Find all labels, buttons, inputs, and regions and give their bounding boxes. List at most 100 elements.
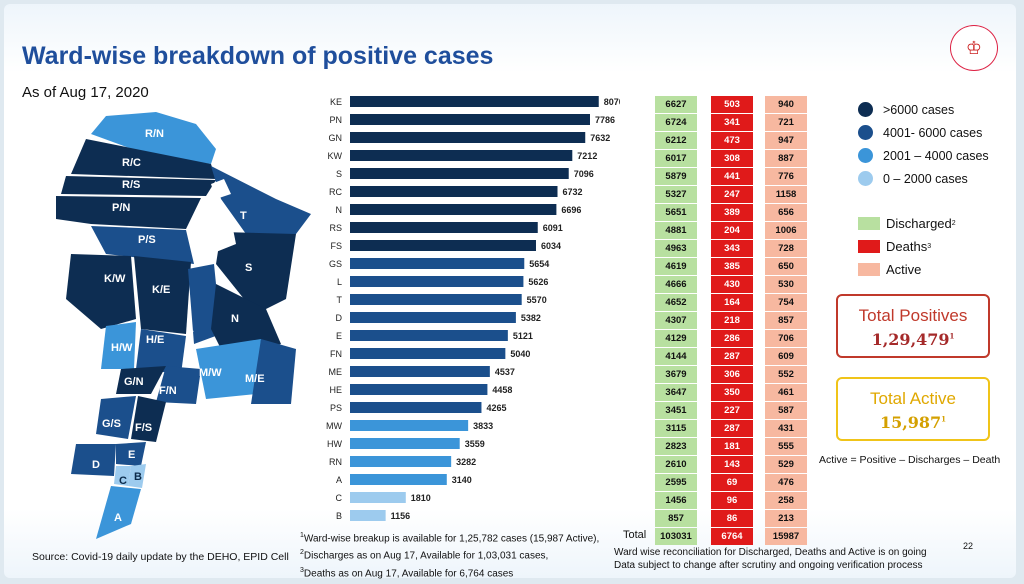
map-label-n: N: [231, 313, 239, 325]
discharged-cell: 1456: [655, 492, 697, 509]
bar-b: [350, 510, 386, 521]
bar-category-label: RC: [329, 187, 342, 197]
ward-hw: [101, 322, 136, 369]
active-cell: 461: [765, 384, 807, 401]
bar-category-label: KW: [328, 151, 343, 161]
bar-category-label: HE: [329, 385, 342, 395]
bar-value-label: 1156: [391, 511, 411, 521]
bar-gs: [350, 258, 525, 269]
deaths-cell: 287: [711, 348, 753, 365]
active-cell: 431: [765, 420, 807, 437]
map-label-t: T: [240, 210, 247, 222]
discharged-cell: 5879: [655, 168, 697, 185]
map-label-a: A: [114, 512, 122, 524]
active-cell: 650: [765, 258, 807, 275]
ward-ps: [91, 226, 194, 264]
discharged-cell: 3451: [655, 402, 697, 419]
active-cell: 754: [765, 294, 807, 311]
bar-category-label: FN: [330, 349, 342, 359]
bar-value-label: 1810: [411, 493, 431, 503]
ward-gs: [96, 396, 136, 439]
bar-category-label: RN: [329, 457, 342, 467]
ward-map: [56, 112, 311, 539]
reconciliation-note: Ward wise reconciliation for Discharged,…: [614, 547, 927, 571]
bar-value-label: 3833: [473, 421, 493, 431]
bar-value-label: 6696: [561, 205, 581, 215]
map-label-kw: K/W: [104, 273, 126, 285]
active-total: 15987: [765, 528, 807, 545]
active-cell: 656: [765, 204, 807, 221]
deaths-cell: 306: [711, 366, 753, 383]
bar-value-label: 5040: [510, 349, 530, 359]
bar-s: [350, 168, 569, 179]
discharged-cell: 4144: [655, 348, 697, 365]
ward-ke: [134, 256, 191, 334]
deaths-cell: 503: [711, 96, 753, 113]
discharged-cell: 6724: [655, 114, 697, 131]
bar-value-label: 5382: [521, 313, 541, 323]
ward-fs: [131, 396, 166, 442]
deaths-cell: 287: [711, 420, 753, 437]
ward-kw: [66, 254, 136, 329]
deaths-cell: 69: [711, 474, 753, 491]
case-legend: >6000 cases 4001- 6000 cases 2001 – 4000…: [858, 98, 989, 190]
bar-value-label: 6091: [543, 223, 563, 233]
active-cell: 1158: [765, 186, 807, 203]
deaths-cell: 343: [711, 240, 753, 257]
legend-item: 4001- 6000 cases: [858, 121, 989, 144]
active-cell: 721: [765, 114, 807, 131]
deaths-cell: 227: [711, 402, 753, 419]
deaths-column: 503 341 473 308 441 247 389 204 343 385 430 164 218 2…: [711, 96, 753, 546]
discharged-cell: 2823: [655, 438, 697, 455]
map-label-c: C: [119, 475, 127, 487]
discharged-cell: 3647: [655, 384, 697, 401]
map-label-he: H/E: [146, 334, 165, 346]
legend-item: 2001 – 4000 cases: [858, 144, 989, 167]
bar-category-label: GN: [329, 133, 343, 143]
deaths-cell: 181: [711, 438, 753, 455]
bar-value-label: 7632: [590, 133, 610, 143]
bar-category-label: S: [336, 169, 342, 179]
map-label-mw: M/W: [199, 367, 222, 379]
ward-rn: [91, 112, 216, 164]
ward-me: [251, 339, 296, 404]
total-positives-label: Total Positives: [858, 306, 968, 325]
active-formula: Active = Positive – Discharges – Death: [819, 454, 1001, 466]
bar-a: [350, 474, 447, 485]
bar-value-label: 6732: [563, 187, 583, 197]
bar-mw: [350, 420, 469, 431]
map-label-gs: G/S: [102, 418, 121, 430]
bar-he: [350, 384, 488, 395]
discharged-cell: 4129: [655, 330, 697, 347]
footnotes: 1Ward-wise breakup is available for 1,25…: [300, 529, 599, 581]
bar-category-label: ME: [329, 367, 343, 377]
bar-category-label: C: [336, 493, 343, 503]
bar-ps: [350, 402, 482, 413]
map-label-d: D: [92, 459, 100, 471]
active-column: 940 721 947 887 776 1158 656 1006 728 650 530 754 85…: [765, 96, 807, 546]
bar-value-label: 7212: [577, 151, 597, 161]
bar-hw: [350, 438, 460, 449]
map-label-b: B: [134, 471, 142, 483]
deaths-total: 6764: [711, 528, 753, 545]
bar-value-label: 3559: [465, 439, 485, 449]
total-active-value: 15,9871: [879, 413, 947, 432]
active-cell: 476: [765, 474, 807, 491]
discharged-cell: 2595: [655, 474, 697, 491]
ward-d: [71, 444, 116, 476]
total-active-box: Total Active 15,9871: [836, 377, 990, 441]
active-cell: 258: [765, 492, 807, 509]
active-cell: 213: [765, 510, 807, 527]
active-cell: 587: [765, 402, 807, 419]
bar-me: [350, 366, 490, 377]
discharged-swatch-icon: [858, 217, 880, 230]
deaths-cell: 350: [711, 384, 753, 401]
bar-value-label: 7096: [574, 169, 594, 179]
bar-category-label: KE: [330, 97, 342, 107]
discharged-cell: 6627: [655, 96, 697, 113]
discharged-cell: 857: [655, 510, 697, 527]
bar-t: [350, 294, 522, 305]
ward-fn: [156, 366, 201, 404]
pond-shape: [211, 179, 231, 199]
bar-n: [350, 204, 557, 215]
